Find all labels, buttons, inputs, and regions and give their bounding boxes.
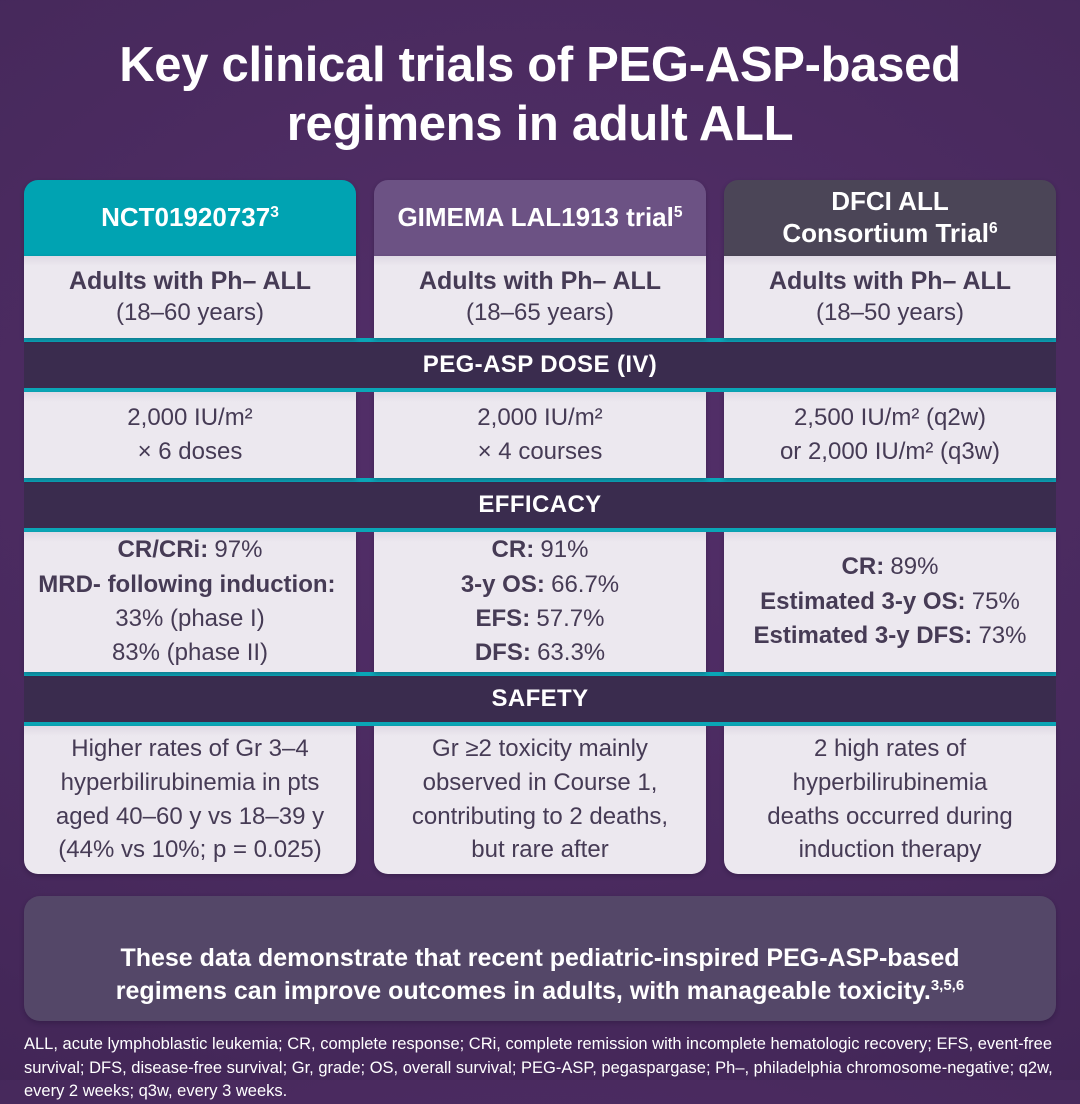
population-cell-col1: Adults with Ph– ALL (18–60 years) <box>24 255 356 338</box>
summary-text: These data demonstrate that recent pedia… <box>115 943 965 1005</box>
population-group: Adults with Ph– ALL <box>768 266 1012 295</box>
section-band-dose: PEG-ASP DOSE (IV) <box>24 337 1056 392</box>
efficacy-line: MRD- following induction: <box>38 570 336 598</box>
efficacy-line: 3-y OS: 66.7% <box>460 570 620 598</box>
infographic-page: Key clinical trials of PEG-ASP-based reg… <box>24 38 1056 1021</box>
trial-header-text: GIMEMA LAL1913 trial5 <box>397 201 683 232</box>
efficacy-line: DFS: 63.3% <box>474 638 606 666</box>
efficacy-line: Estimated 3-y DFS: 73% <box>753 621 1027 649</box>
population-group: Adults with Ph– ALL <box>418 266 662 295</box>
safety-cell-col1: Higher rates of Gr 3–4 hyperbilirubinemi… <box>24 725 356 874</box>
population-row: Adults with Ph– ALL (18–60 years) Adults… <box>24 255 1056 338</box>
header-row: NCT019207373 GIMEMA LAL1913 trial5 DFCI … <box>24 179 1056 256</box>
abbreviations-footnote: ALL, acute lymphoblastic leukemia; CR, c… <box>24 1034 1053 1101</box>
population-cell-col2: Adults with Ph– ALL (18–65 years) <box>374 255 706 338</box>
dose-row: 2,000 IU/m² × 6 doses 2,000 IU/m² × 4 co… <box>24 391 1056 478</box>
efficacy-line: EFS: 57.7% <box>475 604 605 632</box>
dose-value: 2,000 IU/m² × 4 courses <box>477 404 603 465</box>
reference-superscript: 3,5,6 <box>930 977 965 995</box>
dose-value: 2,500 IU/m² (q2w) or 2,000 IU/m² (q3w) <box>779 404 1001 465</box>
efficacy-cell-col3: CR: 89% Estimated 3-y OS: 75% Estimated 3-… <box>724 531 1056 672</box>
dose-value: 2,000 IU/m² × 6 doses <box>127 404 253 465</box>
trial-header-text: DFCI ALL Consortium Trial6 <box>782 185 998 248</box>
section-band-dose-label: PEG-ASP DOSE (IV) <box>422 350 658 378</box>
efficacy-line: Estimated 3-y OS: 75% <box>760 587 1020 615</box>
efficacy-line: 83% (phase II) <box>111 638 269 666</box>
dose-cell-col3: 2,500 IU/m² (q2w) or 2,000 IU/m² (q3w) <box>724 391 1056 478</box>
safety-text: 2 high rates of hyperbilirubinemia death… <box>767 735 1013 864</box>
efficacy-cell-col1: CR/CRi: 97% MRD- following induction: 33%… <box>24 531 356 672</box>
population-age-range: (18–65 years) <box>465 299 615 327</box>
population-cell-col3: Adults with Ph– ALL (18–50 years) <box>724 255 1056 338</box>
population-group: Adults with Ph– ALL <box>68 266 312 295</box>
summary-callout: These data demonstrate that recent pedia… <box>24 895 1056 1021</box>
section-band-efficacy-label: EFFICACY <box>478 490 602 518</box>
dose-cell-col2: 2,000 IU/m² × 4 courses <box>374 391 706 478</box>
trial-header-dfci-all-consortium: DFCI ALL Consortium Trial6 <box>724 179 1056 256</box>
reference-superscript: 3 <box>270 204 279 222</box>
efficacy-line: CR: 89% <box>841 553 939 581</box>
safety-cell-col2: Gr ≥2 toxicity mainly observed in Course… <box>374 725 706 874</box>
safety-text: Higher rates of Gr 3–4 hyperbilirubinemi… <box>55 735 325 864</box>
population-age-range: (18–60 years) <box>115 299 265 327</box>
section-band-safety-label: SAFETY <box>491 684 589 712</box>
safety-text: Gr ≥2 toxicity mainly observed in Course… <box>411 735 669 864</box>
efficacy-line: CR: 91% <box>491 536 589 564</box>
efficacy-line: 33% (phase I) <box>115 604 265 632</box>
efficacy-row: CR/CRi: 97% MRD- following induction: 33%… <box>24 531 1056 672</box>
efficacy-cell-col2: CR: 91% 3-y OS: 66.7% EFS: 57.7% DFS: 63.3% <box>374 531 706 672</box>
efficacy-line: CR/CRi: 97% <box>117 536 263 564</box>
safety-cell-col3: 2 high rates of hyperbilirubinemia death… <box>724 725 1056 874</box>
trial-header-gimema-lal1913: GIMEMA LAL1913 trial5 <box>374 179 706 256</box>
trial-header-text: NCT019207373 <box>101 201 279 232</box>
safety-row: Higher rates of Gr 3–4 hyperbilirubinemi… <box>24 725 1056 874</box>
population-age-range: (18–50 years) <box>815 299 965 327</box>
section-band-efficacy: EFFICACY <box>24 477 1056 532</box>
section-band-safety: SAFETY <box>24 671 1056 726</box>
trial-header-nct01920737: NCT019207373 <box>24 179 356 256</box>
trials-table: NCT019207373 GIMEMA LAL1913 trial5 DFCI … <box>24 179 1056 874</box>
page-title: Key clinical trials of PEG-ASP-based reg… <box>119 38 961 151</box>
reference-superscript: 5 <box>673 204 683 222</box>
dose-cell-col1: 2,000 IU/m² × 6 doses <box>24 391 356 478</box>
reference-superscript: 6 <box>988 220 998 238</box>
